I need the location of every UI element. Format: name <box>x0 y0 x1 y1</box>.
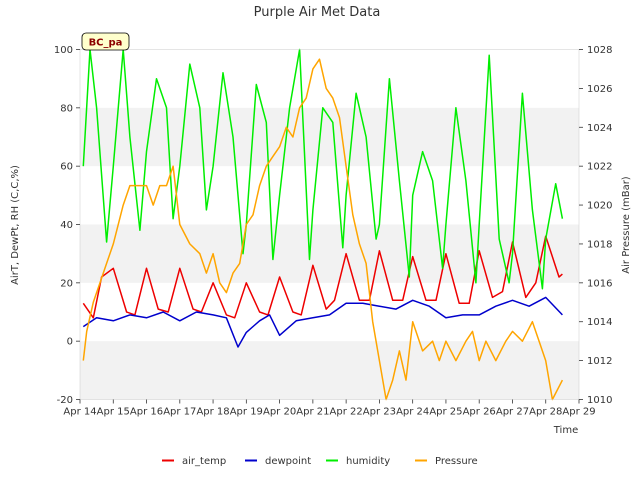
x-axis-label: Time <box>553 425 578 436</box>
x-tick-label: Apr 16 <box>130 407 163 418</box>
series-line-pressure <box>82 58 564 401</box>
y-tick-label: 100 <box>54 45 73 56</box>
y2-axis-label: Air Pressure (mBar) <box>621 176 632 274</box>
x-tick-label: Apr 18 <box>196 407 229 418</box>
x-tick-label: Apr 17 <box>163 407 196 418</box>
x-tick-label: Apr 24 <box>396 407 429 418</box>
series-lines <box>82 48 564 401</box>
legend-label-humidity: humidity <box>346 456 390 467</box>
x-tick-label: Apr 19 <box>230 407 263 418</box>
grid-band-1 <box>80 224 579 283</box>
legend: air_temp dewpoint humidity Pressure <box>162 456 478 467</box>
series-line-humidity <box>82 48 564 290</box>
y-tick-label: 0 <box>67 337 73 348</box>
y2-tick-label: 1024 <box>587 123 612 134</box>
series-line-dewpoint <box>82 296 563 348</box>
x-tick-label: Apr 15 <box>97 407 130 418</box>
x-tick-label: Apr 27 <box>496 407 529 418</box>
x-tick-label: Apr 23 <box>363 407 396 418</box>
site-label-box: BC_pa <box>81 32 130 51</box>
site-label: BC_pa <box>89 38 123 49</box>
y-tick-label: -20 <box>57 395 73 406</box>
legend-label-pressure: Pressure <box>435 456 478 467</box>
y2-tick-label: 1012 <box>587 356 612 367</box>
y2-tick-label: 1014 <box>587 317 612 328</box>
y-tick-label: 20 <box>60 278 73 289</box>
y2-tick-label: 1022 <box>587 162 612 173</box>
y2-tick-label: 1016 <box>587 278 612 289</box>
y2-tick-label: 1018 <box>587 239 612 250</box>
y2-tick-label: 1028 <box>587 45 612 56</box>
series-line-air-temp <box>82 235 563 319</box>
y-tick-label: 60 <box>60 162 73 173</box>
x-tick-label: Apr 29 <box>562 407 595 418</box>
grid-band-0 <box>80 341 579 400</box>
x-tick-label: Apr 28 <box>529 407 562 418</box>
y-tick-label: 40 <box>60 220 73 231</box>
x-tick-label: Apr 14 <box>63 407 96 418</box>
x-tick-label: Apr 26 <box>463 407 496 418</box>
x-axis: Apr 14 Apr 15 Apr 16 Apr 17 Apr 18 Apr 19 Apr … <box>63 399 596 418</box>
y2-tick-label: 1020 <box>587 201 612 212</box>
chart-title: Purple Air Met Data <box>254 5 381 20</box>
x-tick-label: Apr 21 <box>296 407 329 418</box>
background-bands <box>80 107 579 400</box>
x-tick-label: Apr 22 <box>330 407 363 418</box>
x-tick-label: Apr 25 <box>429 407 462 418</box>
y2-tick-label: 1010 <box>587 395 612 406</box>
y-tick-label: 80 <box>60 103 73 114</box>
legend-label-dewpoint: dewpoint <box>265 456 311 467</box>
y2-tick-label: 1026 <box>587 84 612 95</box>
y-axis-label: AirT, DewPt, RH (C,C,%) <box>10 165 21 285</box>
y-axis-left: -20 0 20 40 60 80 100 <box>54 45 80 406</box>
y-axis-right: 1010 1012 1014 1016 1018 1020 1022 1024 1026 1028 <box>579 45 612 406</box>
legend-label-air-temp: air_temp <box>182 456 226 467</box>
x-tick-label: Apr 20 <box>263 407 296 418</box>
